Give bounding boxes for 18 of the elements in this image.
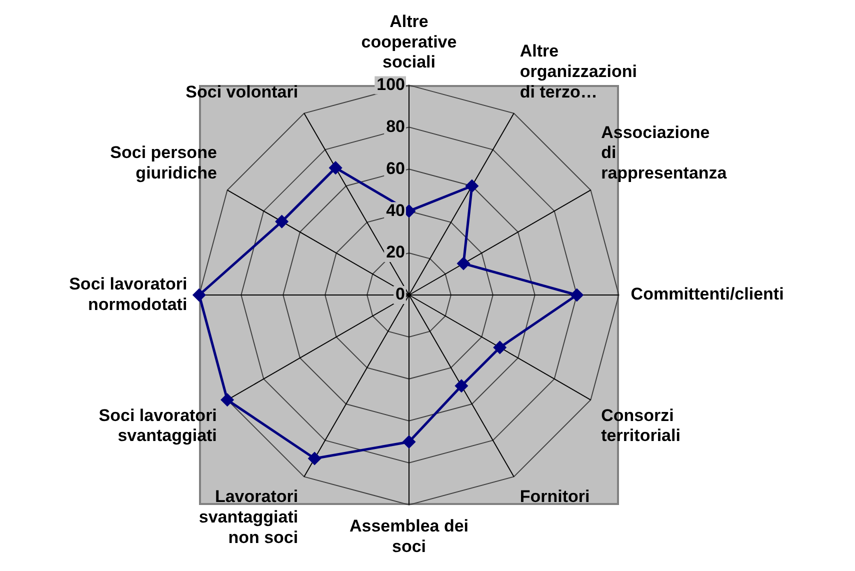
spoke-label: Altre cooperative sociali <box>361 12 457 72</box>
spoke-label: Soci volontari <box>186 82 298 102</box>
y-tick-label: 0 <box>396 284 405 304</box>
spoke-label: Consorzi territoriali <box>601 406 680 446</box>
spoke-label: Altre organizzazioni di terzo… <box>520 42 638 102</box>
spoke-label: Committenti/clienti <box>630 284 784 304</box>
spoke-label: Soci lavoratori normodotati <box>69 274 188 314</box>
spoke-label: Assemblea dei soci <box>349 516 469 556</box>
spoke-label: Soci persone giuridiche <box>110 143 217 183</box>
spoke-label: Associazione di rappresentanza <box>601 122 728 183</box>
y-tick-label: 20 <box>386 242 405 262</box>
y-tick-label: 80 <box>386 116 405 136</box>
y-tick-label: 100 <box>376 74 405 94</box>
spoke-label: Lavoratori svantaggiati non soci <box>198 486 298 547</box>
spoke-label: Soci lavoratori svantaggiati <box>98 406 217 446</box>
y-tick-label: 60 <box>386 158 405 178</box>
spoke-label: Fornitori <box>520 486 590 506</box>
y-tick-label: 40 <box>386 200 405 220</box>
